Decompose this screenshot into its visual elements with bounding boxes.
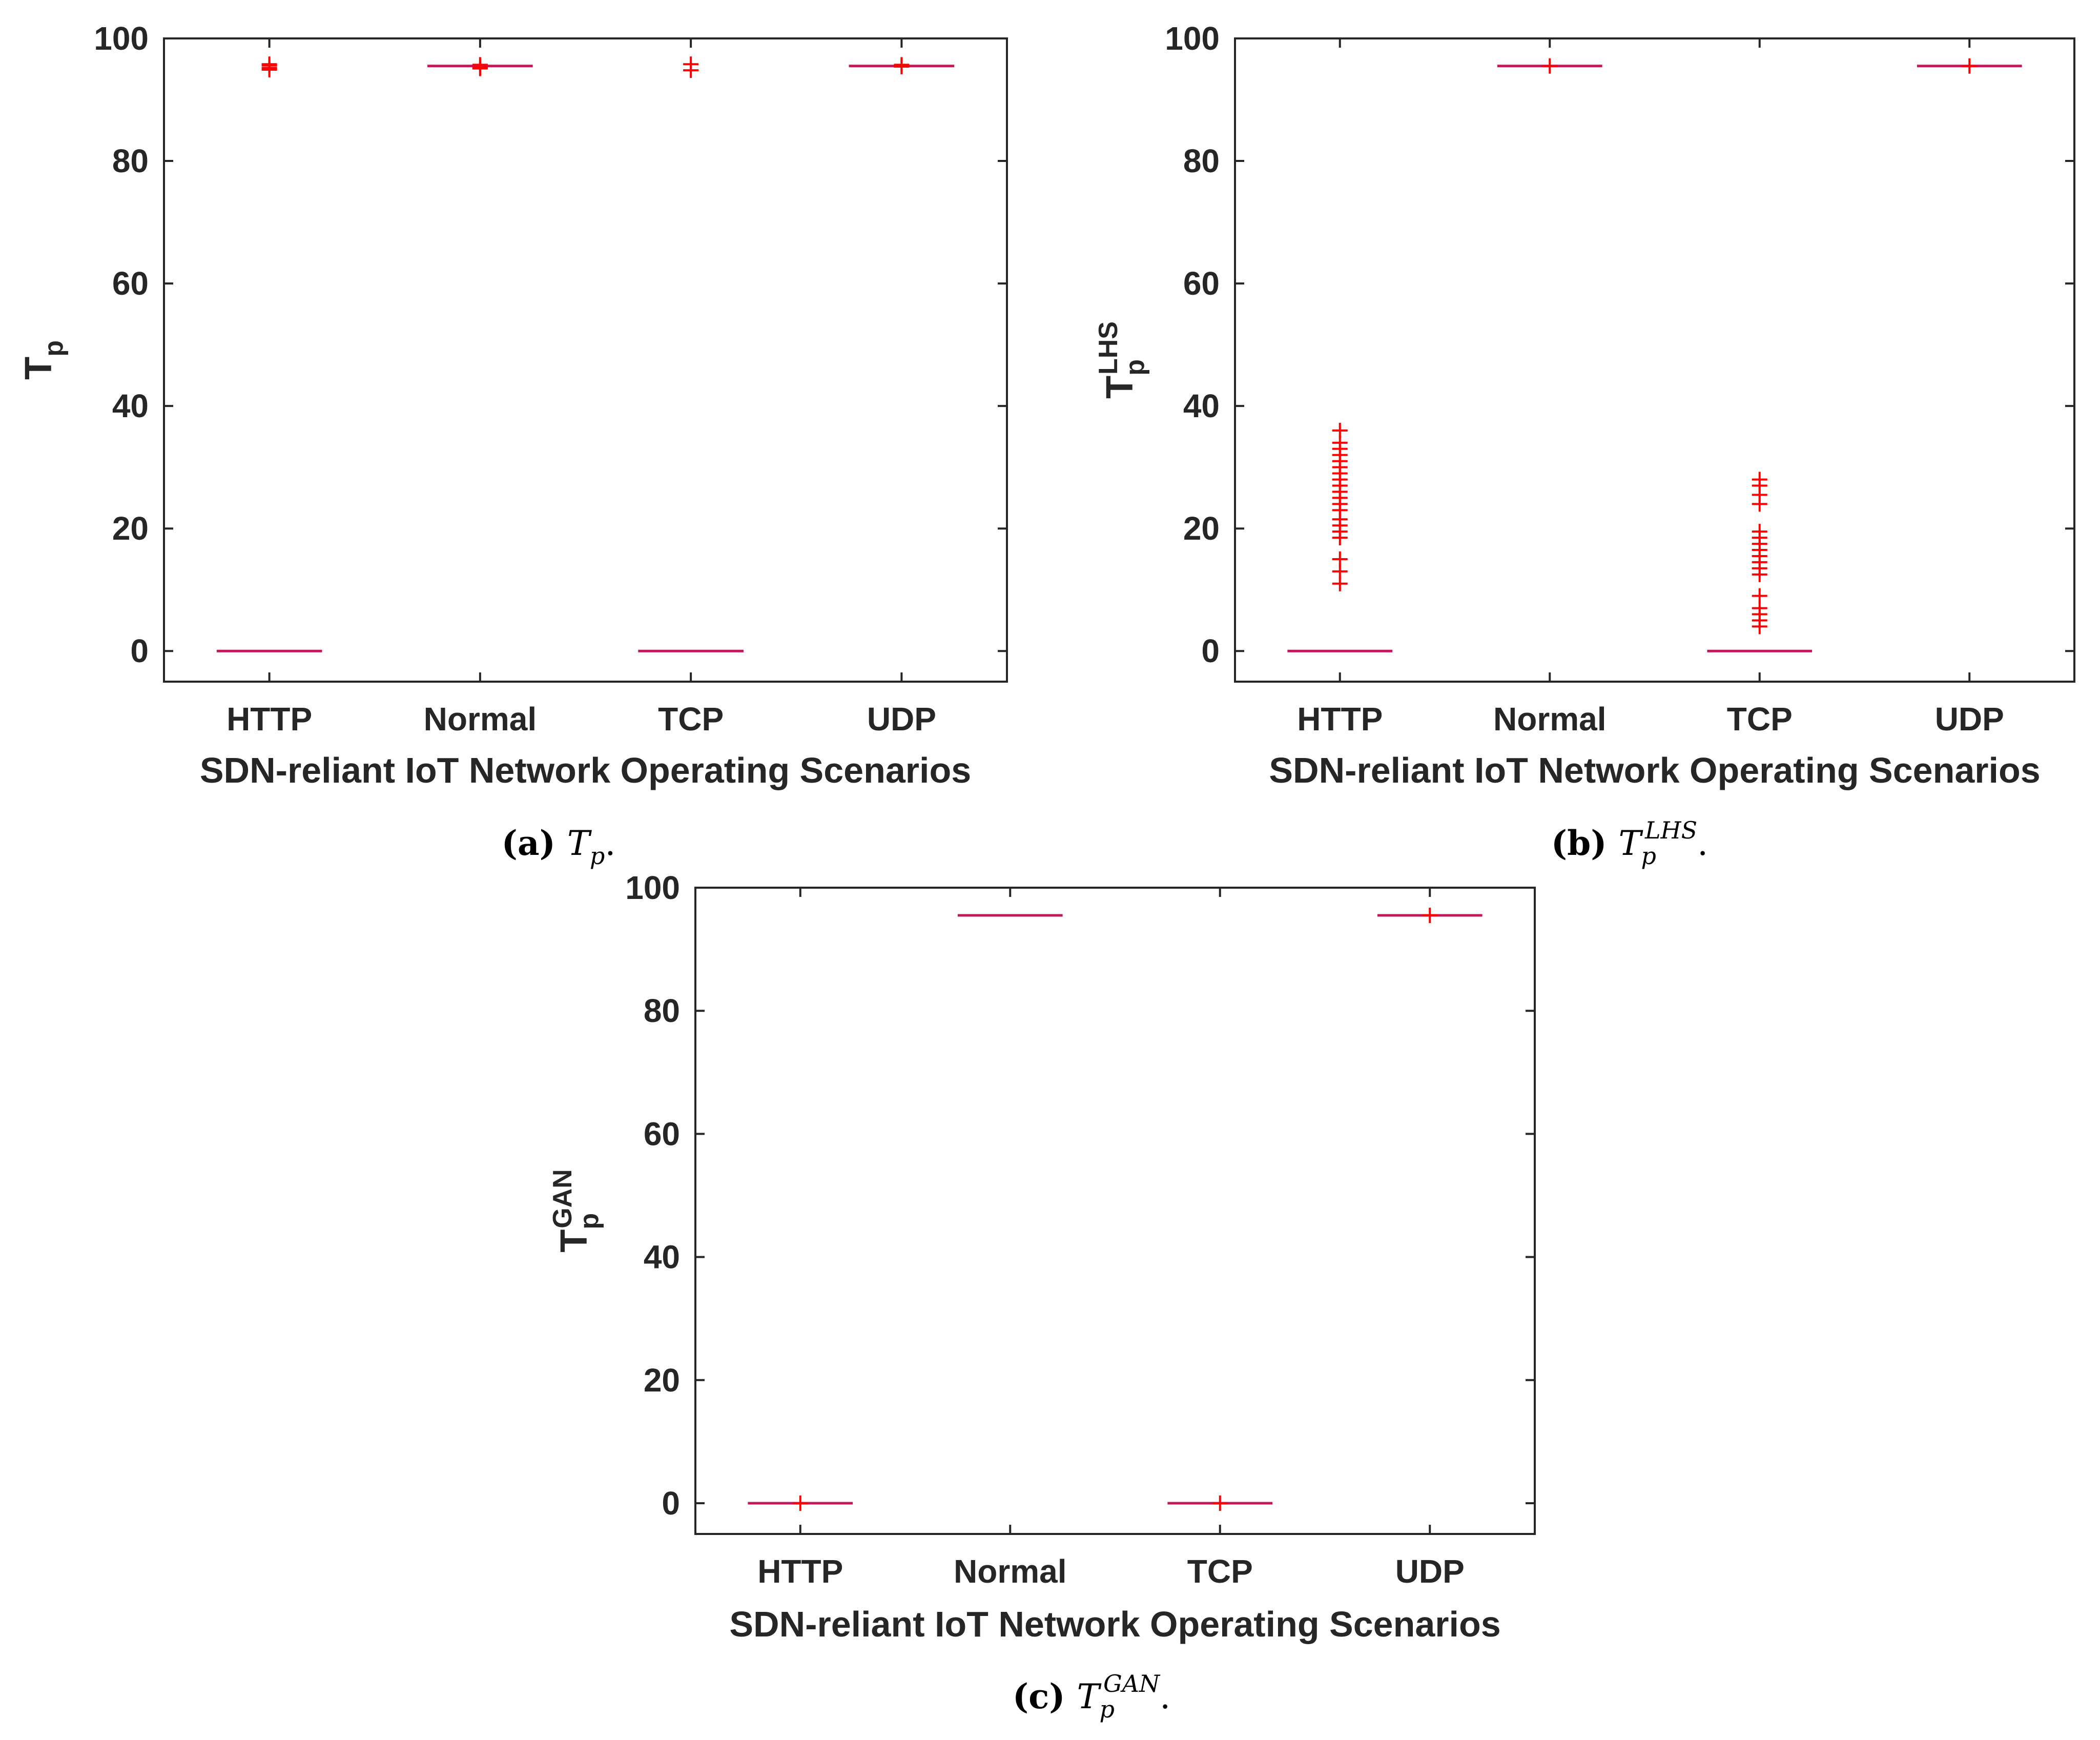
y-tick-label: 100 (1165, 20, 1220, 57)
outlier-marker (894, 57, 910, 73)
outlier-marker (472, 60, 488, 76)
x-tick-label: Normal (424, 701, 537, 738)
outlier-marker (1542, 58, 1558, 74)
panel-caption: (a) Tp. (502, 823, 616, 870)
y-axis-label: Tp (17, 340, 69, 380)
y-tick-label: 80 (1183, 142, 1220, 179)
y-tick-label: 80 (644, 992, 680, 1029)
x-tick-label: HTTP (1297, 701, 1383, 738)
y-tick-label: 40 (1183, 387, 1220, 424)
x-tick-label: Normal (954, 1553, 1067, 1590)
outlier-marker (792, 1495, 808, 1511)
y-axis-label: TpGAN (548, 1169, 604, 1253)
y-tick-label: 40 (112, 387, 149, 424)
x-tick-label: TCP (1187, 1553, 1253, 1590)
outlier-marker (1422, 908, 1438, 924)
y-axis-label: TpLHS (1094, 321, 1150, 399)
x-tick-label: HTTP (757, 1553, 843, 1590)
y-tick-label: 80 (112, 142, 149, 179)
y-tick-label: 20 (644, 1362, 680, 1399)
x-tick-label: UDP (1395, 1553, 1465, 1590)
x-tick-label: UDP (1935, 701, 2004, 738)
outlier-marker (1212, 1495, 1228, 1511)
chart-panel-c: 0 20 40 60 80 100 HTTP Normal TCP UDP SDN-reliant … (548, 869, 1536, 1723)
x-tick-label: HTTP (227, 701, 312, 738)
y-tick-label: 100 (625, 869, 680, 906)
x-axis-label: SDN-reliant IoT Network Operating Scenar… (729, 1604, 1500, 1644)
outlier-marker (683, 63, 699, 78)
y-tick-label: 0 (662, 1485, 680, 1522)
x-tick-label: TCP (1727, 701, 1793, 738)
y-tick-label: 0 (130, 632, 149, 669)
y-tick-label: 20 (112, 510, 149, 547)
outlier-marker (1752, 472, 1767, 487)
y-tick-label: 20 (1183, 510, 1220, 547)
plot-frame (694, 887, 1536, 1535)
y-tick-label: 60 (644, 1115, 680, 1152)
x-tick-label: Normal (1493, 701, 1607, 738)
chart-panel-a: 0 20 40 60 80 100 HTTP Normal TCP UDP SDN-reliant … (17, 20, 1008, 870)
y-tick-label: 100 (94, 20, 149, 57)
y-tick-label: 0 (1201, 632, 1220, 669)
y-tick-label: 60 (112, 265, 149, 302)
x-tick-label: UDP (867, 701, 936, 738)
y-tick-label: 60 (1183, 265, 1220, 302)
panel-caption: (b) TpLHS. (1551, 816, 1708, 870)
plot-frame (1234, 37, 2075, 683)
panel-caption: (c) TpGAN. (1013, 1670, 1170, 1723)
outlier-marker (261, 62, 277, 77)
outlier-marker (1332, 422, 1348, 438)
outlier-marker (1962, 58, 1978, 74)
outlier-marker (1332, 551, 1348, 567)
y-tick-label: 40 (644, 1239, 680, 1276)
plot-frame (163, 37, 1008, 683)
outlier-marker (1752, 524, 1767, 540)
chart-panel-b: 0 20 40 60 80 100 HTTP Normal TCP UDP SDN-reliant … (1094, 20, 2075, 870)
x-axis-label: SDN-reliant IoT Network Operating Scenar… (1269, 750, 2040, 790)
outlier-marker (1752, 588, 1767, 604)
x-axis-label: SDN-reliant IoT Network Operating Scenar… (200, 750, 971, 790)
x-tick-label: TCP (658, 701, 724, 738)
